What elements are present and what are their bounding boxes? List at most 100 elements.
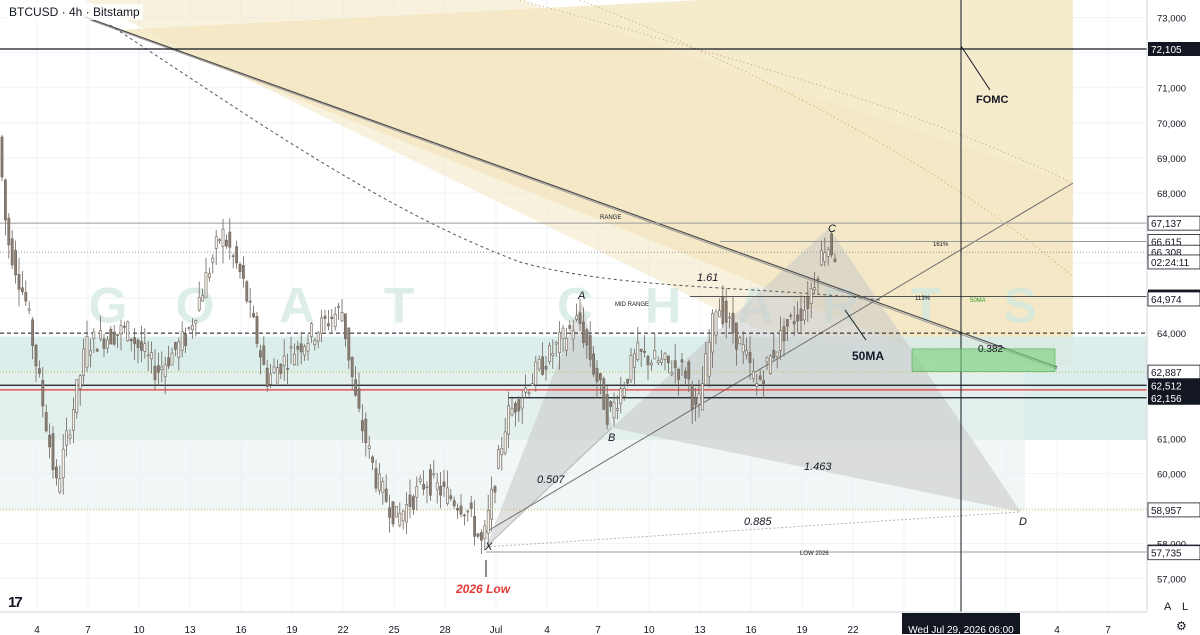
candle-body (99, 330, 103, 340)
candle-body (456, 508, 460, 511)
time-tick-label: 19 (286, 625, 298, 635)
candle-body (225, 239, 228, 247)
candle-body (197, 297, 201, 311)
candle-body (184, 333, 188, 346)
candle-body (547, 345, 551, 362)
candle-body (785, 319, 789, 327)
watermark-letter: S (1003, 278, 1036, 334)
candle-body (510, 407, 514, 416)
candle-body (235, 246, 239, 264)
time-tick-label: 4 (544, 625, 550, 635)
candle-body (323, 315, 327, 319)
ma50-small-label: 50MA (970, 298, 986, 304)
candle-body (541, 356, 545, 375)
horizontal-levels (0, 0, 1147, 612)
candle-body (245, 281, 249, 302)
candle-body (731, 312, 735, 334)
candle-body (157, 365, 160, 373)
candle-body (745, 350, 749, 356)
watermark-letter: H (645, 278, 681, 334)
descending-trendline-2 (89, 19, 1058, 370)
candle-body (806, 297, 810, 309)
fomc-arrow (960, 45, 991, 91)
candle-body (405, 504, 409, 523)
candle-body (449, 495, 453, 500)
candle-body (92, 331, 96, 339)
watermark-letter: A (279, 278, 315, 334)
candle-body (751, 371, 755, 380)
price-badge-black (1148, 390, 1200, 405)
candle-body (337, 306, 341, 308)
ratio-161-label: 1.61 (697, 272, 718, 284)
candle-body (340, 312, 344, 322)
candle-body (711, 313, 715, 353)
candle-body (666, 355, 670, 364)
candle-body (564, 337, 568, 351)
candle-body (44, 412, 48, 432)
candle-body (306, 343, 310, 352)
candle-body (398, 512, 402, 526)
candle-body (313, 339, 317, 346)
price-axis[interactable]: 73,000 72,105 71,000 70,000 69,000 68,000 67,1… (1146, 0, 1200, 612)
candle-body (588, 335, 592, 360)
candle-body (520, 397, 524, 409)
candle-body (575, 315, 579, 320)
candle-body (401, 510, 405, 522)
price-badge-white (1147, 291, 1200, 307)
candle-body (292, 353, 296, 366)
price-tick-label: 69,000 (1157, 154, 1186, 165)
candle-body (58, 478, 62, 493)
candle-body (445, 487, 449, 505)
candle-body (724, 300, 728, 323)
candle-body (0, 136, 4, 178)
candle-body (367, 445, 371, 449)
time-tick-label: 13 (184, 625, 196, 635)
candle-body (632, 353, 636, 368)
candle-body (452, 500, 456, 507)
auto-scale-button[interactable]: A (1164, 601, 1172, 613)
candle-body (296, 345, 300, 350)
time-axis[interactable]: 4 7 10 13 16 19 22 25 28 Jul 4 7 10 13 16 19 22 4 7 Wed Jul… (0, 611, 1147, 635)
watermark-letter: O (176, 278, 215, 334)
candle-body (20, 287, 24, 293)
fib-0382-box-outline (911, 348, 1056, 372)
time-tick-label: 10 (643, 625, 655, 635)
candle-body (153, 365, 157, 381)
time-tick-label: 13 (694, 625, 706, 635)
annotations: FOMC RANGE MID RANGE LOW 2026 50MA 50MA 2026 L… (455, 45, 1027, 596)
candle-body (653, 350, 657, 360)
candle-body (187, 327, 191, 330)
candle-body (789, 314, 793, 317)
candle-body (809, 288, 813, 304)
candle-body (629, 355, 633, 381)
candle-body (37, 368, 41, 374)
gear-icon[interactable]: ⚙ (1176, 619, 1187, 633)
candles (0, 135, 837, 555)
price-label-black: 62,156 (1151, 394, 1182, 405)
candle-body (303, 346, 307, 356)
candle-body (503, 431, 507, 454)
candle-body (201, 295, 205, 302)
candle-body (462, 514, 466, 517)
low-2026-red-label: 2026 Low (455, 582, 511, 596)
log-scale-button[interactable]: L (1182, 601, 1189, 613)
candle-body (530, 383, 534, 387)
price-badge-black (1148, 378, 1200, 393)
candle-body (432, 473, 436, 476)
candle-body (622, 388, 626, 397)
candle-body (191, 325, 194, 331)
candle-body (391, 501, 395, 525)
candle-body (272, 366, 276, 373)
candle-body (109, 328, 113, 345)
candle-body (371, 456, 375, 463)
price-label-white: 64,974 (1151, 295, 1182, 306)
price-badge-black (1148, 42, 1200, 56)
time-tick-label: 10 (133, 625, 145, 635)
candle-body (782, 326, 786, 342)
candle-body (78, 375, 82, 389)
candle-body (656, 360, 660, 363)
candle-body (646, 356, 650, 366)
low-2026-label: LOW 2026 (800, 551, 829, 557)
